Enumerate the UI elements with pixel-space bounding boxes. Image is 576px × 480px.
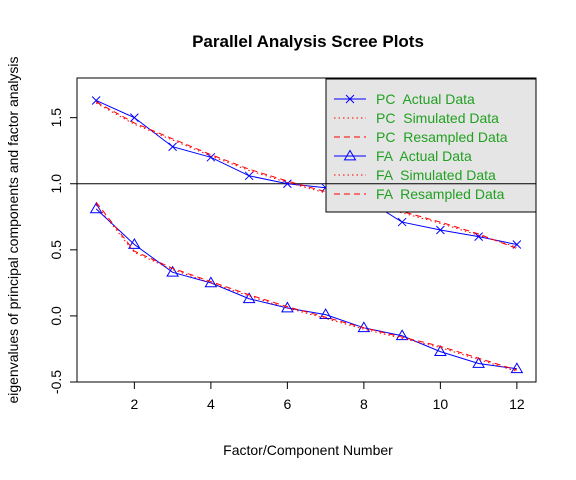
data-point bbox=[168, 142, 177, 152]
y-tick-label: 1.5 bbox=[48, 108, 64, 128]
data-point bbox=[242, 292, 256, 304]
data-point bbox=[436, 225, 445, 235]
legend-entry: FA Simulated Data bbox=[376, 167, 496, 183]
data-point bbox=[472, 357, 485, 368]
legend-entry: PC Resampled Data bbox=[376, 129, 508, 145]
legend-entry: PC Simulated Data bbox=[376, 110, 499, 126]
data-point bbox=[510, 362, 524, 374]
axes: 2 4 6 8 10 12 -0.5 0.0 0.5 1.0 1.5 bbox=[48, 108, 525, 412]
y-axis-label: eigenvalues of principal components and … bbox=[5, 56, 21, 403]
data-point bbox=[434, 345, 447, 356]
y-tick-label: -0.5 bbox=[48, 370, 64, 394]
data-point bbox=[319, 308, 332, 319]
chart-title: Parallel Analysis Scree Plots bbox=[192, 32, 424, 51]
x-tick-label: 8 bbox=[360, 396, 368, 412]
legend-box bbox=[325, 78, 537, 213]
data-point bbox=[244, 171, 254, 181]
x-axis-label: Factor/Component Number bbox=[223, 442, 393, 458]
y-tick-label: 0.5 bbox=[48, 240, 64, 260]
x-tick-label: 2 bbox=[130, 396, 138, 412]
data-point bbox=[474, 232, 483, 241]
x-tick-label: 6 bbox=[283, 396, 291, 412]
data-point bbox=[395, 329, 409, 341]
series-line bbox=[95, 100, 517, 246]
x-tick-label: 12 bbox=[509, 396, 525, 412]
legend-entry: PC Actual Data bbox=[376, 91, 475, 107]
data-point bbox=[130, 113, 139, 123]
plot-frame bbox=[76, 77, 537, 383]
legend-entry: FA Actual Data bbox=[376, 148, 472, 164]
series-line bbox=[95, 208, 517, 370]
data-point bbox=[283, 179, 292, 189]
y-tick-label: 1.0 bbox=[48, 174, 64, 194]
x-tick-label: 4 bbox=[207, 396, 215, 412]
data-point bbox=[128, 238, 141, 249]
y-tick-label: 0.0 bbox=[48, 306, 64, 326]
x-tick-label: 10 bbox=[433, 396, 449, 412]
data-point bbox=[166, 265, 179, 277]
data-point bbox=[206, 152, 216, 162]
series-line bbox=[95, 204, 518, 372]
series-line bbox=[95, 101, 518, 249]
data-point bbox=[343, 149, 357, 161]
data-point bbox=[397, 217, 407, 227]
legend: PC Actual Data PC Simulated Data PC Resamp… bbox=[325, 78, 537, 213]
series-line bbox=[95, 201, 518, 371]
legend-entry: FA Resampled Data bbox=[376, 186, 505, 202]
data-point bbox=[345, 94, 355, 104]
data-point bbox=[89, 202, 103, 214]
